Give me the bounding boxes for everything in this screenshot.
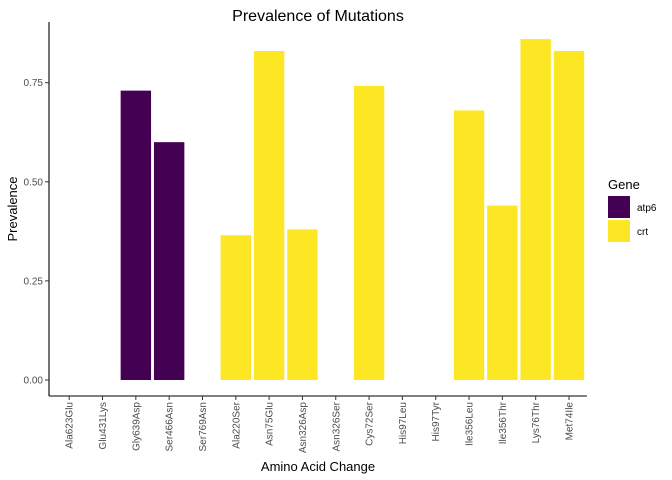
- bar-ser466asn: [153, 142, 185, 380]
- bar-asn326asp: [287, 229, 318, 380]
- chart-title: Prevalence of Mutations: [232, 8, 404, 25]
- x-tick-label: Ile356Thr: [498, 401, 509, 444]
- x-ticks-group: Ala623Glu Glu431Lys Gly639Asp Ser466Asn Ser7…: [65, 396, 576, 453]
- y-tick-label: 0.75: [24, 78, 44, 89]
- legend-label-crt: crt: [637, 227, 648, 238]
- x-tick-label: Glu431Lys: [98, 402, 109, 449]
- legend-entries: atp6 crt: [608, 196, 657, 242]
- x-tick-label: Lys76Thr: [531, 401, 542, 443]
- bars-group: [120, 39, 585, 381]
- legend-label-atp6: atp6: [637, 203, 657, 214]
- x-tick-label: Ala623Glu: [65, 402, 76, 449]
- bar-ala220ser: [220, 235, 251, 380]
- legend-swatch-crt: [608, 220, 630, 242]
- x-tick-label: Cys72Ser: [365, 401, 376, 446]
- legend-swatch-atp6: [608, 196, 630, 218]
- x-tick-label: Gly639Asp: [131, 402, 142, 451]
- legend-title: Gene: [608, 177, 640, 192]
- x-tick-label: Asn326Ser: [331, 401, 342, 451]
- bar-asn75glu: [253, 50, 285, 381]
- bar-cys72ser: [353, 85, 385, 381]
- x-tick-label: Ser466Asn: [165, 402, 176, 451]
- y-tick-label: 0.50: [24, 177, 44, 188]
- x-tick-label: Ala220Ser: [231, 401, 242, 448]
- y-tick-label: 0.00: [24, 376, 44, 387]
- bar-ile356leu: [453, 110, 485, 380]
- x-axis-title: Amino Acid Change: [261, 459, 375, 474]
- x-tick-label: Ser769Asn: [198, 402, 209, 451]
- x-tick-label: Asn75Glu: [265, 402, 276, 446]
- x-tick-label: His97Leu: [398, 402, 409, 444]
- x-tick-label: Ile356Leu: [465, 402, 476, 446]
- bar-met74ile: [553, 50, 585, 381]
- bar-lys76thr: [520, 39, 551, 380]
- x-tick-label: Met74Ile: [565, 402, 576, 441]
- bar-gly639asp: [120, 90, 152, 380]
- y-axis-title: Prevalence: [5, 176, 20, 241]
- y-tick-label: 0.25: [24, 276, 44, 287]
- x-tick-label: His97Tyr: [431, 401, 442, 441]
- x-tick-label: Asn326Asp: [298, 402, 309, 454]
- bar-ile356thr: [487, 205, 518, 380]
- y-ticks-group: 0.00 0.25 0.50 0.75: [24, 78, 49, 387]
- legend: Gene atp6 crt: [608, 177, 657, 242]
